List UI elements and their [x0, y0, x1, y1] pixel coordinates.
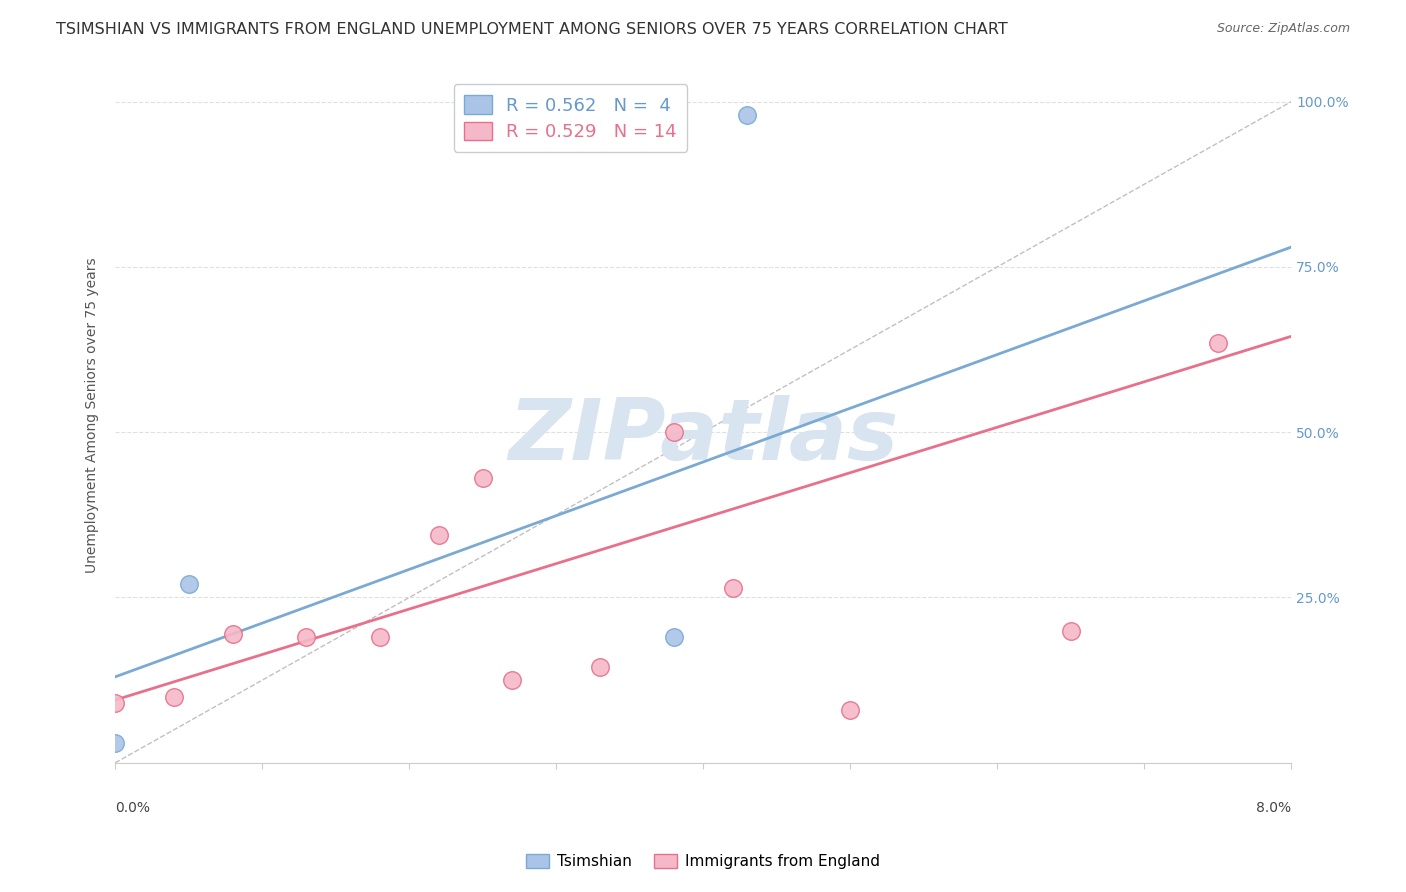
Point: [1060, 624, 1083, 638]
Text: 8.0%: 8.0%: [1256, 801, 1291, 815]
Point: [222, 627, 245, 641]
Point: [368, 630, 391, 644]
Point: [662, 425, 685, 440]
Point: [427, 527, 450, 541]
Text: TSIMSHIAN VS IMMIGRANTS FROM ENGLAND UNEMPLOYMENT AMONG SENIORS OVER 75 YEARS CO: TSIMSHIAN VS IMMIGRANTS FROM ENGLAND UNE…: [56, 22, 1008, 37]
Text: ZIPatlas: ZIPatlas: [508, 395, 898, 478]
Point: [737, 108, 759, 122]
Point: [839, 703, 862, 717]
Point: [295, 630, 318, 644]
Point: [501, 673, 523, 687]
Point: [1206, 335, 1229, 350]
Text: Source: ZipAtlas.com: Source: ZipAtlas.com: [1216, 22, 1350, 36]
Y-axis label: Unemployment Among Seniors over 75 years: Unemployment Among Seniors over 75 years: [86, 258, 100, 574]
Point: [104, 696, 127, 710]
Point: [177, 577, 200, 591]
Point: [104, 736, 127, 750]
Text: 0.0%: 0.0%: [115, 801, 150, 815]
Point: [662, 630, 685, 644]
Point: [471, 471, 494, 485]
Point: [721, 581, 744, 595]
Legend: Tsimshian, Immigrants from England: Tsimshian, Immigrants from England: [520, 848, 886, 875]
Point: [163, 690, 186, 704]
Point: [589, 660, 612, 674]
Legend: R = 0.562   N =  4, R = 0.529   N = 14: R = 0.562 N = 4, R = 0.529 N = 14: [454, 85, 688, 152]
